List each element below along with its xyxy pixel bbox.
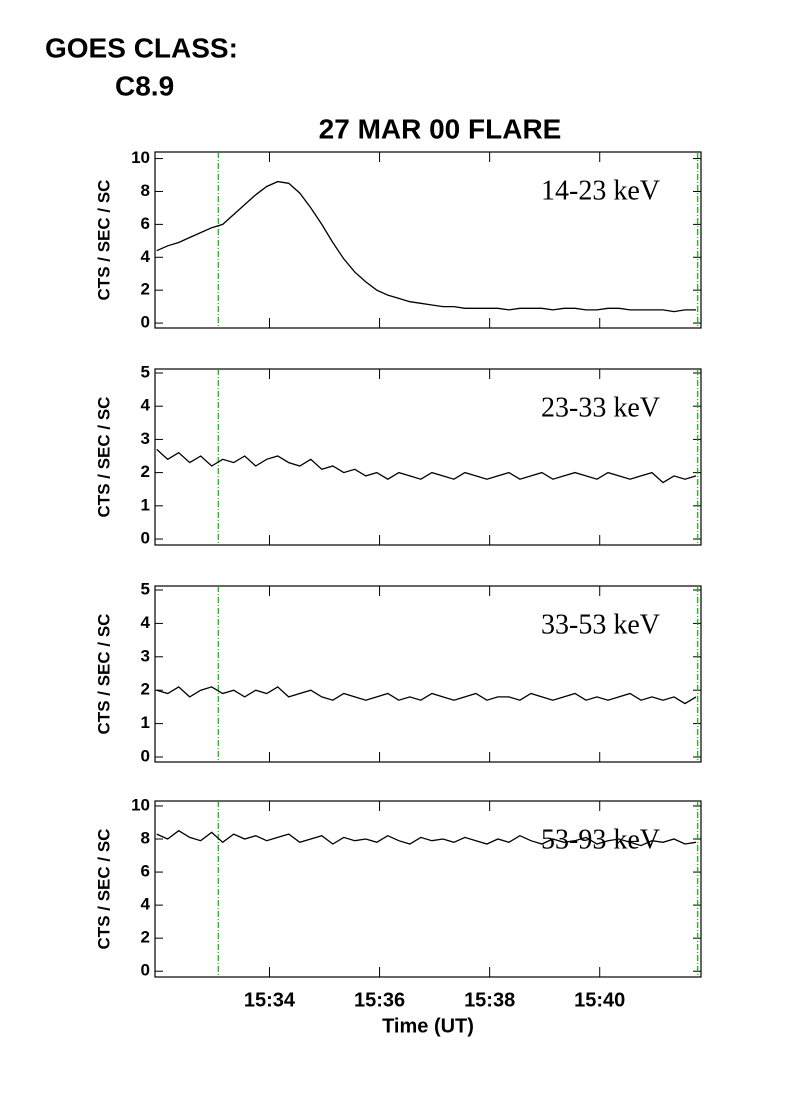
- y-tick-label: 0: [141, 529, 150, 548]
- x-tick-label: 15:38: [464, 989, 515, 1011]
- y-tick-label: 10: [131, 795, 150, 814]
- plot-frame: [154, 800, 702, 978]
- y-axis-label: CTS / SEC / SC: [94, 397, 113, 518]
- y-axis-label: CTS / SEC / SC: [94, 180, 113, 301]
- y-tick-label: 3: [141, 646, 150, 665]
- plot-frame: [154, 151, 702, 329]
- y-tick-label: 8: [141, 181, 150, 200]
- y-tick-label: 4: [141, 895, 151, 914]
- data-line: [156, 180, 696, 313]
- y-tick-label: 2: [141, 462, 150, 481]
- data-line: [156, 686, 697, 705]
- annotation: 23-33 keV: [541, 392, 660, 423]
- y-tick-label: 1: [141, 495, 150, 514]
- plot-frame: [154, 368, 702, 546]
- y-axis-label: CTS / SEC / SC: [94, 614, 113, 735]
- y-tick-label: 2: [141, 680, 150, 699]
- x-tick-label: 15:36: [354, 989, 405, 1011]
- x-axis-label: Time (UT): [382, 1015, 474, 1037]
- y-tick-label: 4: [141, 247, 151, 266]
- data-line: [156, 448, 697, 484]
- y-tick-label: 5: [141, 579, 150, 598]
- goes-class: C8.9: [115, 70, 174, 101]
- y-tick-label: 6: [141, 862, 150, 881]
- y-tick-label: 4: [141, 613, 151, 632]
- y-tick-label: 3: [141, 429, 150, 448]
- annotation: 33-53 keV: [541, 609, 660, 640]
- y-axis-label: CTS / SEC / SC: [94, 829, 113, 950]
- plot-frame: [154, 585, 702, 763]
- y-tick-label: 4: [141, 396, 151, 415]
- y-tick-label: 0: [141, 313, 150, 332]
- y-tick-label: 2: [141, 928, 150, 947]
- goes-label: GOES CLASS:: [45, 32, 238, 63]
- x-tick-label: 15:34: [244, 989, 296, 1011]
- y-tick-label: 0: [141, 746, 150, 765]
- x-tick-label: 15:40: [574, 989, 625, 1011]
- y-tick-label: 2: [141, 280, 150, 299]
- annotation: 14-23 keV: [541, 175, 660, 206]
- y-tick-label: 6: [141, 214, 150, 233]
- y-tick-label: 0: [141, 961, 150, 980]
- y-tick-label: 10: [131, 148, 150, 167]
- annotation: 53-93 keV: [541, 824, 660, 855]
- chart-title: 27 MAR 00 FLARE: [319, 113, 562, 144]
- y-tick-label: 1: [141, 713, 150, 732]
- y-tick-label: 5: [141, 362, 150, 381]
- data-line: [156, 829, 697, 847]
- y-tick-label: 8: [141, 828, 150, 847]
